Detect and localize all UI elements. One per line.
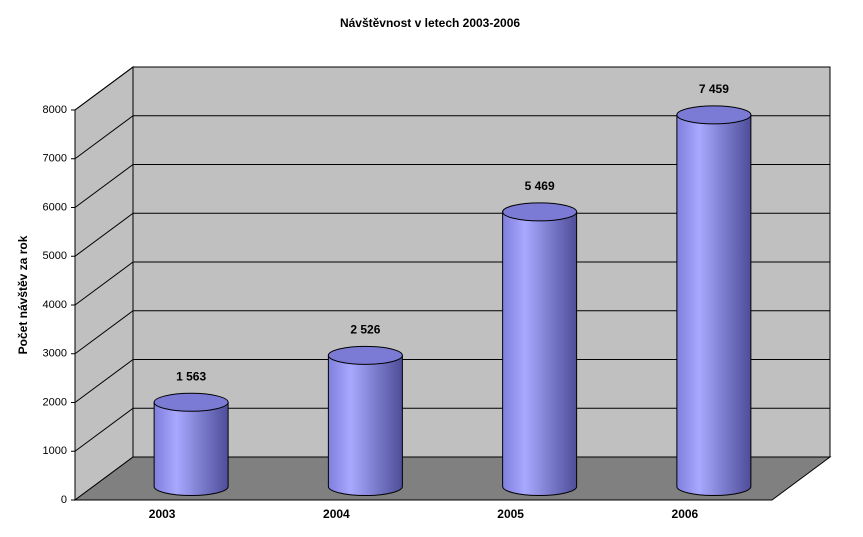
- value-label: 2 526: [350, 323, 380, 337]
- bar: [502, 202, 578, 496]
- value-label: 1 563: [176, 369, 206, 383]
- value-label: 7 459: [699, 82, 729, 96]
- bar-body: [676, 114, 752, 496]
- y-axis-label: Počet návštěv za rok: [16, 235, 30, 354]
- y-tick-label: 4000: [43, 299, 67, 311]
- bar: [153, 392, 229, 496]
- bar-top: [153, 392, 229, 412]
- grid-line: [74, 115, 134, 160]
- grid-line: [74, 66, 134, 111]
- x-tick-label: 2005: [497, 507, 524, 521]
- value-label: 5 469: [525, 179, 555, 193]
- y-tick-label: 0: [61, 494, 67, 506]
- chart-title: Návštěvnost v letech 2003-2006: [340, 16, 520, 30]
- grid-line: [74, 261, 134, 306]
- y-tick-label: 1000: [43, 445, 67, 457]
- grid-line: [74, 310, 134, 355]
- x-tick-label: 2003: [149, 507, 176, 521]
- bar-body: [327, 354, 403, 496]
- bar-body: [153, 401, 229, 496]
- bar: [327, 345, 403, 496]
- grid-line: [74, 212, 134, 257]
- grid-line: [74, 407, 134, 452]
- bar-top: [676, 105, 752, 125]
- y-tick-label: 8000: [43, 104, 67, 116]
- x-tick-label: 2006: [672, 507, 699, 521]
- y-tick-label: 6000: [43, 201, 67, 213]
- bar-body: [502, 211, 578, 496]
- y-tick-label: 7000: [43, 153, 67, 165]
- grid-line: [74, 359, 134, 403]
- grid-line: [74, 164, 134, 208]
- bar: [676, 105, 752, 496]
- x-tick-label: 2004: [323, 507, 350, 521]
- y-tick-label: 5000: [43, 250, 67, 262]
- y-tick-label: 3000: [43, 348, 67, 360]
- bar-top: [502, 202, 578, 222]
- bar-top: [327, 345, 403, 365]
- y-tick-label: 2000: [43, 396, 67, 408]
